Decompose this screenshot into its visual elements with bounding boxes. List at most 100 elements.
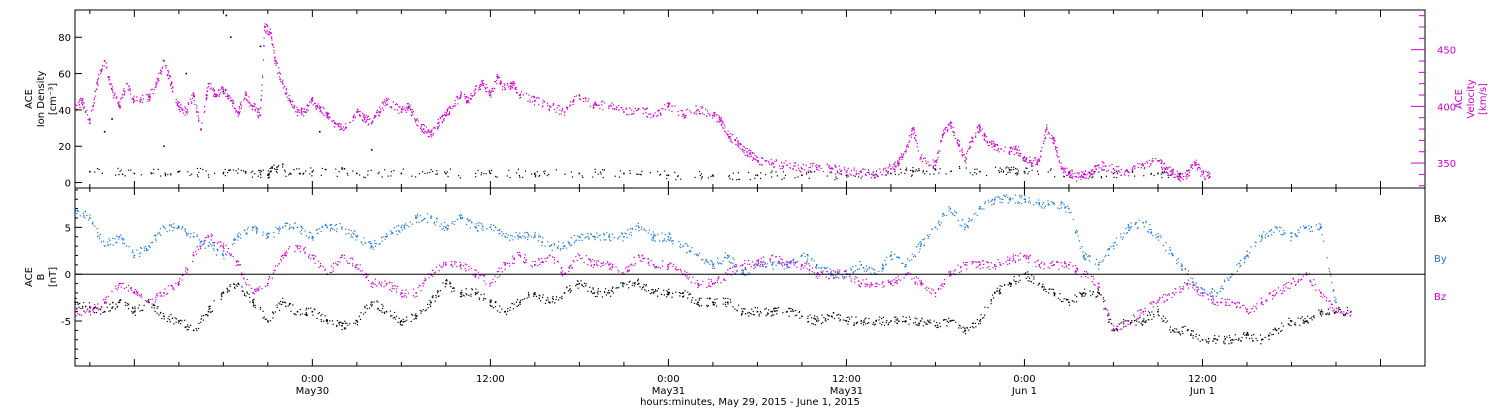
data-point-series	[331, 120, 333, 123]
data-point-series	[945, 173, 947, 175]
data-point-by	[671, 240, 673, 243]
data-point-bx	[489, 301, 492, 304]
data-point-series	[1170, 173, 1172, 175]
data-point-series	[695, 111, 697, 113]
data-point-bx	[1223, 342, 1225, 344]
data-point-series	[117, 101, 119, 103]
data-point-by	[475, 223, 477, 225]
data-point-by	[275, 226, 277, 228]
data-point-series	[912, 130, 914, 132]
data-point-by	[643, 229, 645, 231]
data-point-by	[881, 263, 883, 265]
data-point-by	[1060, 201, 1062, 203]
data-point-series	[186, 109, 189, 111]
data-point-bx	[580, 280, 582, 282]
data-point-series	[1204, 178, 1207, 180]
data-point-series	[289, 102, 291, 104]
data-point-by	[385, 233, 388, 235]
data-point-series	[270, 167, 272, 169]
data-point-by	[763, 265, 765, 268]
data-point-by	[177, 227, 179, 229]
data-point-by	[172, 229, 174, 232]
data-point-series	[430, 133, 432, 136]
data-point-series	[467, 101, 469, 103]
data-point-series	[1181, 172, 1183, 175]
data-point-bx	[346, 322, 348, 324]
data-point-series	[209, 88, 211, 90]
data-point-series	[477, 169, 479, 172]
data-point-by	[1095, 258, 1098, 260]
data-point-by	[1128, 229, 1130, 231]
data-point-series	[454, 99, 456, 102]
data-point-series	[849, 173, 851, 175]
data-point-by	[897, 256, 899, 258]
data-point-series	[257, 175, 259, 177]
data-point-series	[1088, 171, 1090, 173]
data-point-series	[720, 117, 722, 119]
data-point-series	[288, 174, 290, 176]
data-point-series	[226, 171, 229, 174]
data-point-by	[701, 259, 703, 261]
data-point-series	[912, 166, 914, 169]
data-point-series	[910, 175, 913, 177]
data-point-bx	[476, 292, 478, 295]
data-point-bx	[77, 303, 79, 306]
data-point-series	[128, 169, 130, 171]
data-point-series	[199, 167, 202, 170]
data-point-by	[312, 239, 314, 241]
data-point-series	[737, 172, 739, 174]
data-point-series	[1063, 169, 1065, 171]
data-point-bx	[925, 322, 927, 324]
data-point-by	[350, 234, 352, 236]
data-point-by	[813, 260, 815, 262]
data-point-bx	[696, 303, 698, 305]
data-point-series	[500, 81, 502, 83]
data-point-by	[495, 227, 497, 229]
data-point-series	[746, 152, 748, 154]
data-point-series	[463, 93, 466, 96]
data-point-bx	[1278, 327, 1280, 330]
data-point-by	[1028, 197, 1030, 199]
data-point-by	[237, 236, 239, 238]
data-point-series	[1090, 173, 1092, 175]
data-point-series	[666, 177, 668, 180]
data-point-series	[119, 101, 121, 103]
data-point-series	[273, 49, 275, 52]
data-point-series	[1062, 168, 1064, 170]
data-point-series	[805, 173, 808, 175]
data-point-series	[384, 104, 386, 107]
data-point-by	[1150, 231, 1152, 233]
data-point-series	[983, 134, 986, 136]
data-point-series	[510, 82, 512, 84]
data-point-bx	[507, 310, 509, 312]
data-point-series	[982, 135, 984, 137]
data-point-series	[1028, 171, 1030, 173]
data-point-series	[301, 107, 303, 109]
data-point-bx	[756, 310, 759, 313]
data-point-series	[171, 86, 174, 88]
data-point-series	[874, 176, 877, 178]
data-point-series	[1007, 171, 1009, 174]
data-point-bx	[109, 310, 111, 312]
data-point-series	[98, 168, 100, 171]
data-point-by	[1157, 235, 1159, 238]
data-point-series	[1069, 170, 1071, 172]
data-point-bx	[262, 317, 264, 319]
data-point-by	[460, 216, 462, 218]
data-point-by	[678, 240, 680, 243]
data-point-bx	[229, 285, 231, 288]
data-point-series	[739, 144, 741, 146]
data-point-series	[736, 144, 739, 147]
data-point-bx	[844, 319, 846, 322]
data-point-series	[928, 164, 930, 166]
data-point-series	[815, 166, 818, 169]
data-point-bx	[713, 301, 715, 303]
data-point-bx	[241, 290, 243, 292]
data-point-by	[1038, 199, 1040, 201]
data-point-series	[940, 141, 942, 143]
data-point-by	[629, 228, 632, 230]
data-point-series	[265, 23, 268, 26]
data-point-bx	[364, 311, 366, 313]
data-point-series	[297, 115, 299, 117]
data-point-bx	[1197, 338, 1199, 340]
